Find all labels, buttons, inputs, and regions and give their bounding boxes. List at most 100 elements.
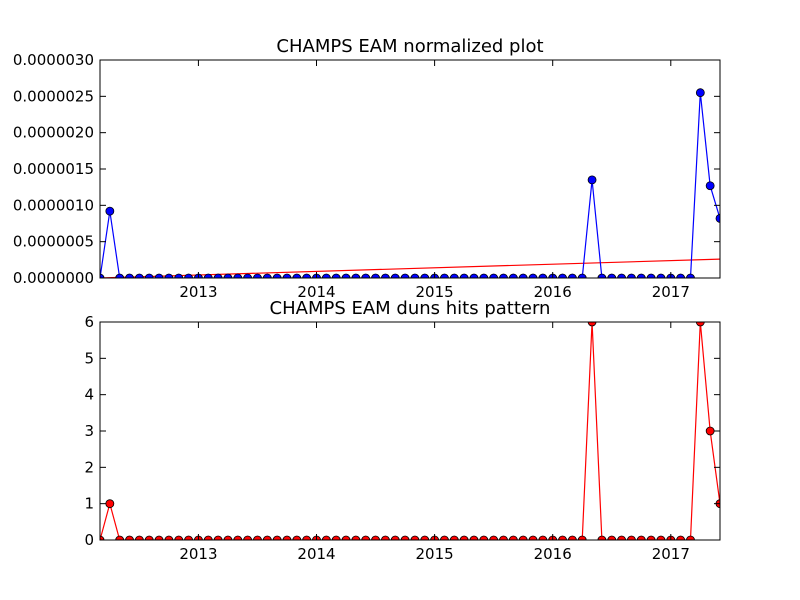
data-point [705,181,715,191]
data-point [538,535,548,540]
data-point [262,535,272,540]
x-tick-label: 2013 [179,283,217,301]
data-point [676,535,686,540]
data-point [100,273,105,278]
data-point [686,273,695,278]
y-tick-label: 0 [84,531,94,549]
data-point [479,535,489,540]
data-point [567,273,577,278]
data-point [213,535,223,540]
trend-line [100,258,720,278]
data-point [203,273,213,278]
data-point [203,535,213,540]
data-point [479,273,489,278]
data-point [351,273,361,278]
x-tick-label: 2015 [416,545,454,563]
data-point [528,273,538,278]
data-point [154,535,164,540]
data-point [705,426,715,436]
data-point [558,535,567,540]
data-point [380,273,390,278]
data-point [636,273,646,278]
y-tick-label: 5 [84,349,94,367]
data-point [262,273,272,278]
data-point [134,273,144,278]
data-point [125,273,134,278]
data-point [508,535,518,540]
data-point [646,535,656,540]
data-point [321,535,331,540]
data-point [390,273,400,278]
data-point [538,273,548,278]
data-point [144,535,154,540]
y-tick-label: 0.0000015 [13,160,94,178]
data-point [292,273,302,278]
data-point [351,535,361,540]
data-point [420,273,430,278]
data-point [508,273,518,278]
data-point [331,535,341,540]
data-point [469,273,479,278]
x-tick-label: 2016 [534,545,572,563]
plot-area [100,88,720,278]
data-point [489,535,499,540]
data-point [282,535,292,540]
data-point [518,535,528,540]
data-point [233,535,243,540]
data-point [400,273,410,278]
data-point [105,206,115,216]
data-point [400,535,410,540]
data-point [518,273,528,278]
data-point [115,535,125,540]
data-point [233,273,243,278]
y-tick-label: 2 [84,458,94,476]
y-tick-label: 3 [84,422,94,440]
data-point [302,535,312,540]
data-point [243,273,253,278]
data-point [223,535,233,540]
data-point [292,535,302,540]
data-point [253,535,262,540]
chart-title: CHAMPS EAM duns hits pattern [270,298,551,319]
data-point [213,273,223,278]
y-tick-label: 4 [84,386,94,404]
data-point [420,535,430,540]
data-point [607,535,617,540]
data-point [459,535,469,540]
plot-area [100,322,720,540]
data-point [154,273,164,278]
data-point [695,322,705,327]
axes-frame [99,59,721,279]
data-point [184,273,193,278]
data-point [341,273,351,278]
data-point [115,273,125,278]
y-tick-label: 0.0000020 [13,124,94,142]
data-point [469,535,479,540]
data-point [617,535,626,540]
data-point [528,535,538,540]
data-point [243,535,253,540]
data-point [302,273,312,278]
data-point [174,273,184,278]
y-tick-label: 0.0000005 [13,233,94,251]
data-point [695,88,705,98]
data-point [715,214,720,223]
data-point [144,273,154,278]
data-point [449,535,459,540]
data-point [272,273,282,278]
y-tick-label: 0.0000030 [13,51,94,69]
data-point [440,273,449,278]
data-point [577,535,587,540]
data-point [627,535,636,540]
chart-duns-hits-pattern: CHAMPS EAM duns hits pattern 0 1 2 3 4 5 6 2013 2… [84,298,721,563]
x-tick-label: 2017 [652,545,690,563]
data-point [223,273,233,278]
data-point [459,273,469,278]
data-point [567,535,577,540]
data-point [134,535,144,540]
data-point [656,273,666,278]
y-tick-label: 1 [84,495,94,513]
data-point [341,535,351,540]
x-tick-label: 2013 [179,545,217,563]
